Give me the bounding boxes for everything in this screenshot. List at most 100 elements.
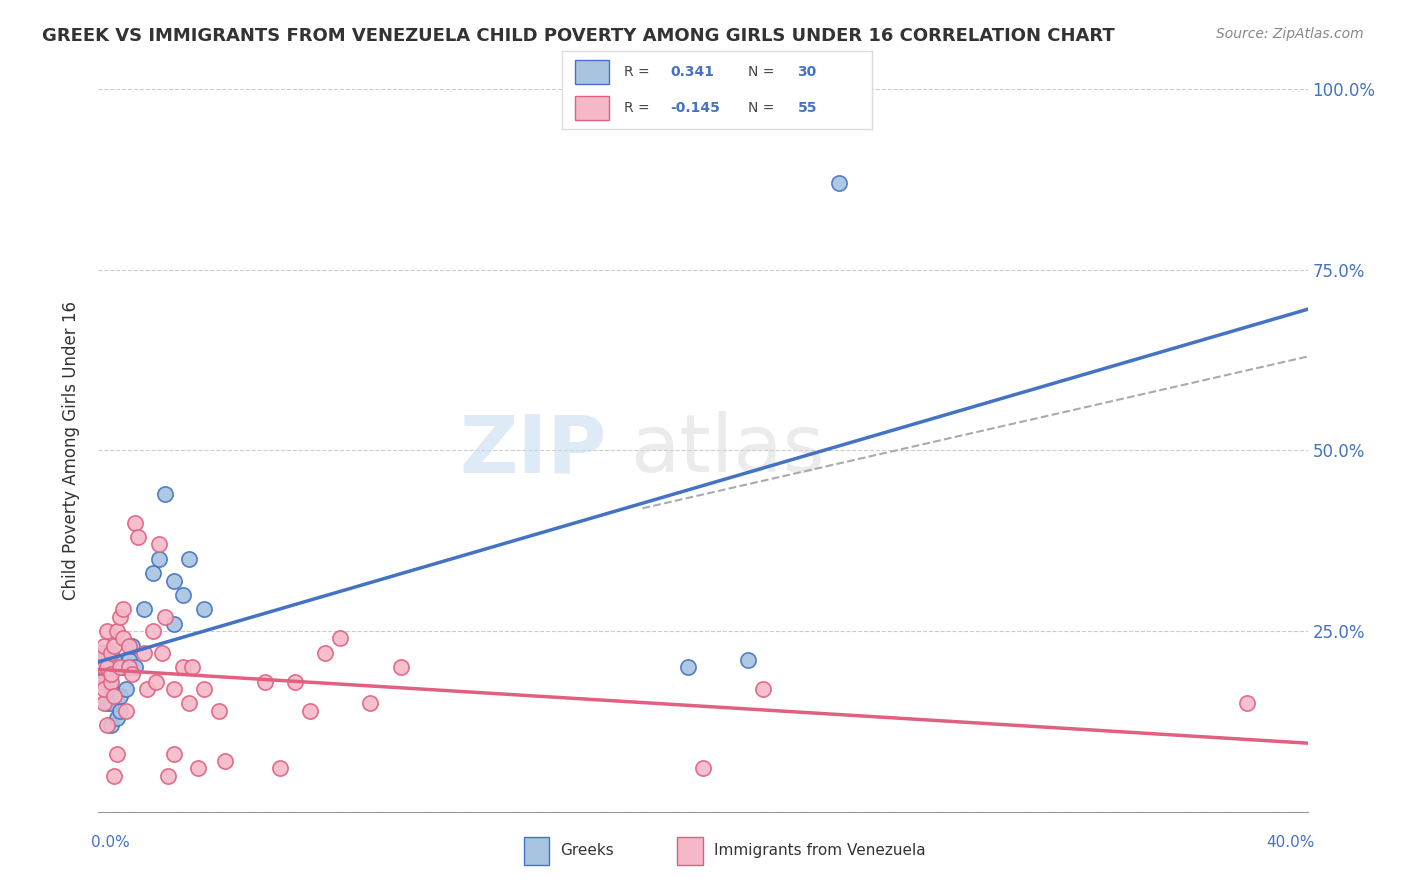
Point	[692, 761, 714, 775]
Point	[96, 660, 118, 674]
Point	[828, 176, 851, 190]
Point	[111, 660, 134, 674]
Point	[153, 487, 176, 501]
Point	[163, 747, 186, 761]
Text: 30: 30	[797, 65, 817, 79]
Point	[181, 660, 204, 674]
Point	[150, 646, 173, 660]
Point	[93, 660, 115, 674]
Point	[142, 566, 165, 581]
Text: Source: ZipAtlas.com: Source: ZipAtlas.com	[1216, 27, 1364, 41]
Point	[121, 667, 143, 681]
Point	[111, 632, 134, 646]
Point	[96, 624, 118, 639]
FancyBboxPatch shape	[575, 61, 609, 84]
Point	[389, 660, 412, 674]
Point	[208, 704, 231, 718]
Point	[253, 674, 276, 689]
FancyBboxPatch shape	[678, 837, 703, 865]
Point	[90, 674, 112, 689]
Point	[108, 609, 131, 624]
Point	[193, 681, 215, 696]
Point	[118, 653, 141, 667]
Text: -0.145: -0.145	[671, 101, 720, 115]
Point	[96, 674, 118, 689]
Point	[103, 769, 125, 783]
Point	[148, 551, 170, 566]
Text: GREEK VS IMMIGRANTS FROM VENEZUELA CHILD POVERTY AMONG GIRLS UNDER 16 CORRELATIO: GREEK VS IMMIGRANTS FROM VENEZUELA CHILD…	[42, 27, 1115, 45]
Point	[96, 696, 118, 710]
Point	[145, 674, 167, 689]
Point	[114, 704, 136, 718]
Text: 0.341: 0.341	[671, 65, 714, 79]
Point	[142, 624, 165, 639]
Point	[93, 646, 115, 660]
Text: R =: R =	[624, 65, 654, 79]
Point	[105, 747, 128, 761]
Point	[96, 718, 118, 732]
Point	[148, 537, 170, 551]
Point	[132, 602, 155, 616]
Point	[105, 624, 128, 639]
Point	[100, 674, 122, 689]
Point	[135, 681, 157, 696]
Point	[752, 681, 775, 696]
Point	[124, 660, 146, 674]
Point	[93, 639, 115, 653]
Point	[100, 718, 122, 732]
Point	[187, 761, 209, 775]
Text: ZIP: ZIP	[458, 411, 606, 490]
Point	[100, 681, 122, 696]
Point	[676, 660, 699, 674]
Point	[214, 754, 236, 768]
FancyBboxPatch shape	[575, 96, 609, 120]
Point	[108, 704, 131, 718]
Point	[172, 660, 194, 674]
Point	[132, 646, 155, 660]
Point	[193, 602, 215, 616]
Point	[100, 696, 122, 710]
Point	[153, 609, 176, 624]
Text: atlas: atlas	[630, 411, 825, 490]
Text: 55: 55	[797, 101, 817, 115]
Text: 40.0%: 40.0%	[1267, 836, 1315, 850]
Text: Greeks: Greeks	[561, 843, 614, 857]
Point	[329, 632, 352, 646]
Point	[284, 674, 307, 689]
Point	[179, 551, 201, 566]
Point	[127, 530, 149, 544]
Point	[172, 588, 194, 602]
Point	[121, 639, 143, 653]
Point	[163, 681, 186, 696]
Point	[90, 646, 112, 660]
Point	[103, 653, 125, 667]
Point	[103, 639, 125, 653]
Point	[360, 696, 382, 710]
Point	[100, 667, 122, 681]
Text: N =: N =	[748, 101, 779, 115]
Point	[114, 681, 136, 696]
Point	[179, 696, 201, 710]
Point	[156, 769, 179, 783]
Point	[108, 660, 131, 674]
Point	[108, 689, 131, 703]
Point	[124, 516, 146, 530]
Point	[96, 660, 118, 674]
Point	[93, 681, 115, 696]
Point	[269, 761, 291, 775]
Point	[163, 616, 186, 631]
Point	[118, 639, 141, 653]
Point	[1236, 696, 1258, 710]
Point	[105, 711, 128, 725]
Text: Immigrants from Venezuela: Immigrants from Venezuela	[714, 843, 925, 857]
Point	[111, 602, 134, 616]
Point	[100, 646, 122, 660]
Point	[118, 660, 141, 674]
Text: N =: N =	[748, 65, 779, 79]
Point	[90, 660, 112, 674]
Point	[737, 653, 759, 667]
Y-axis label: Child Poverty Among Girls Under 16: Child Poverty Among Girls Under 16	[62, 301, 80, 600]
Point	[299, 704, 322, 718]
Point	[93, 696, 115, 710]
Point	[314, 646, 336, 660]
